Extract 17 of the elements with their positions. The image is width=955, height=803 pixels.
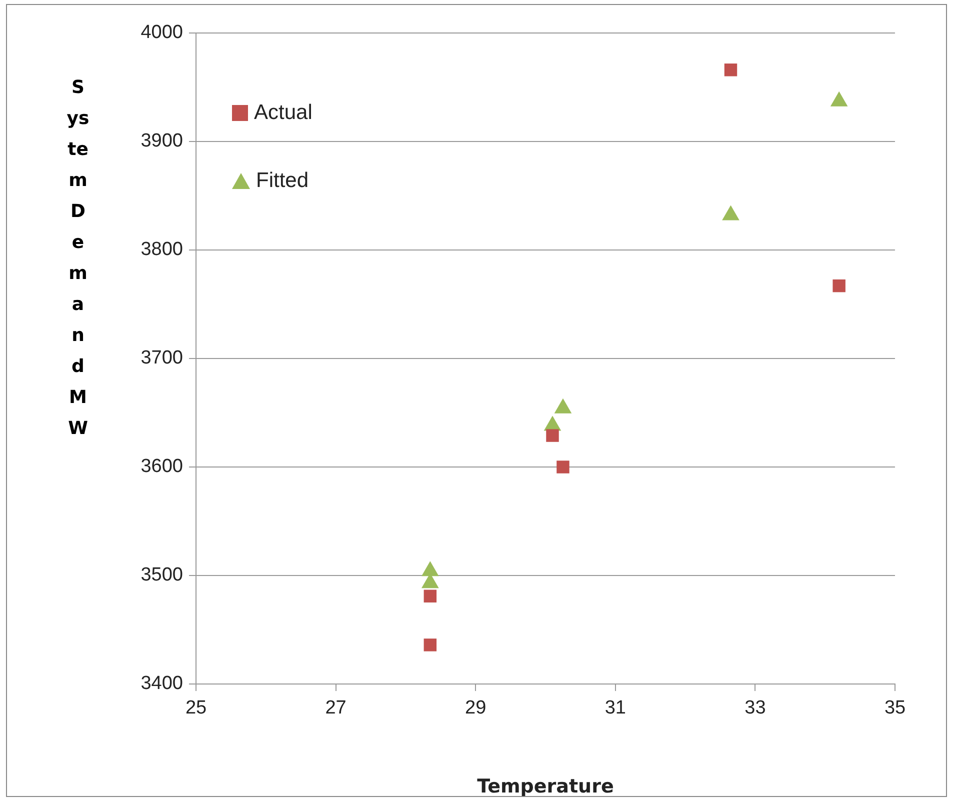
x-tick-label: 33 [744, 698, 766, 719]
y-tick-label: 3400 [140, 673, 183, 694]
y-tick-label: 3900 [140, 130, 183, 152]
legend-label: Fitted [256, 169, 309, 193]
x-axis-title: Temperature [477, 776, 614, 798]
x-tick-label: 25 [185, 698, 207, 719]
y-tick-label: 3700 [140, 348, 183, 369]
y-tick-label: 3800 [140, 239, 183, 260]
y-tick-label: 4000 [140, 22, 183, 44]
y-tick-label: 3600 [140, 456, 183, 478]
x-tick-label: 31 [604, 698, 626, 719]
x-tick-label: 27 [325, 698, 346, 719]
y-tick-label: 3500 [140, 564, 183, 586]
legend-label: Actual [254, 101, 312, 125]
x-tick-label: 35 [884, 698, 906, 719]
text: System Demand MW [66, 77, 90, 439]
x-tick-label: 29 [465, 698, 486, 719]
